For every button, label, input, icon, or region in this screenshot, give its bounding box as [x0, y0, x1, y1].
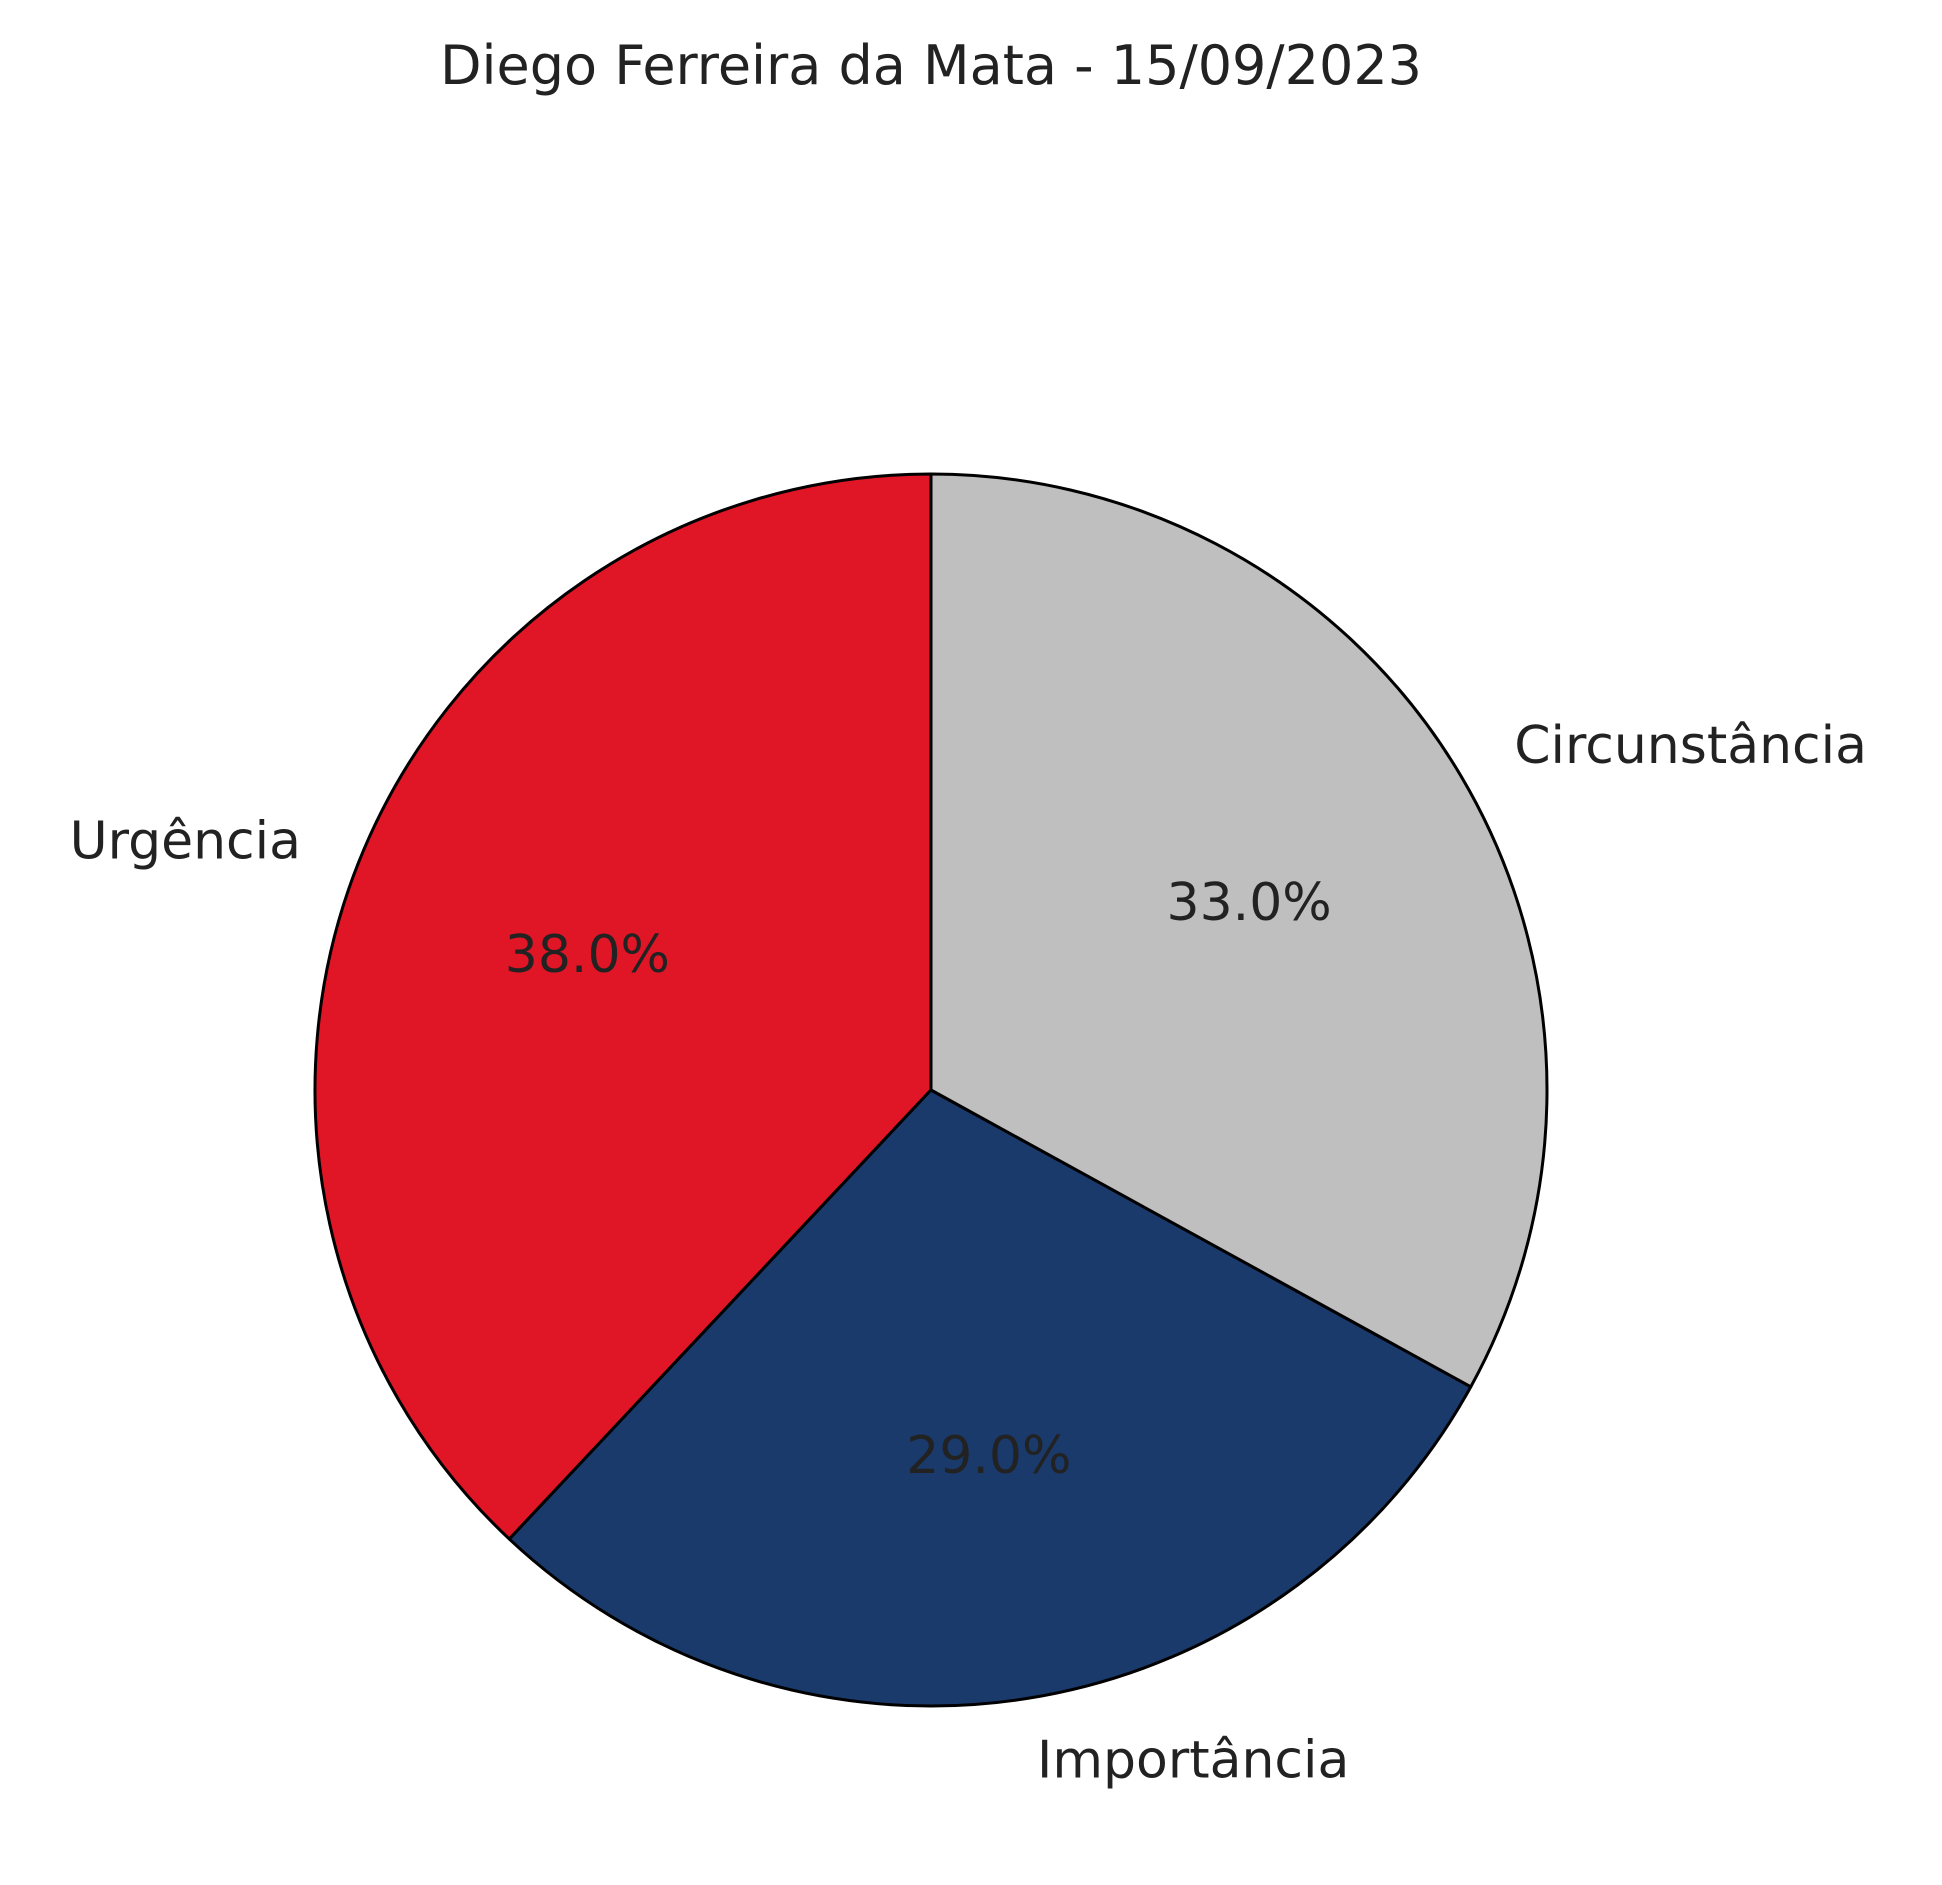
pie-slice-circunstancia: [929, 472, 1549, 1389]
percent-label-urgencia: 38.0%: [505, 925, 670, 985]
pie-slice-urgencia: [313, 472, 933, 1541]
slice-label-urgencia: Urgência: [70, 812, 301, 872]
chart-title: Diego Ferreira da Mata - 15/09/2023: [440, 34, 1422, 97]
pie-labels: Urgência 38.0% Importância 29.0% Circunstânc…: [70, 716, 1867, 1790]
percent-label-circunstancia: 33.0%: [1167, 873, 1332, 933]
pie-slices: [313, 472, 1549, 1708]
pie-slice-importancia: [507, 1088, 1473, 1708]
slice-label-circunstancia: Circunstância: [1514, 716, 1867, 776]
slice-label-importancia: Importância: [1037, 1730, 1349, 1790]
percent-label-importancia: 29.0%: [906, 1426, 1071, 1486]
